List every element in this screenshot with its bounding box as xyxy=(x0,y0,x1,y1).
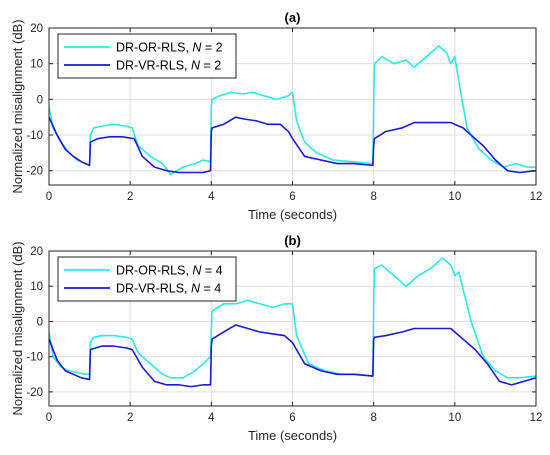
y-axis-label: Normalized misalignment (dB) xyxy=(10,19,25,193)
x-tick-label: 8 xyxy=(370,191,376,203)
legend-entry-prefix: DR-OR-RLS, xyxy=(116,41,192,55)
x-tick-label: 10 xyxy=(448,412,461,424)
legend-entry-suffix: = 4 xyxy=(200,282,221,296)
y-tick-label: 20 xyxy=(30,246,43,258)
x-tick-label: 10 xyxy=(448,191,461,203)
series-line-dr-or-rls xyxy=(49,257,536,379)
y-tick-label: 0 xyxy=(37,316,43,328)
legend-entry-variable: N xyxy=(191,59,201,73)
x-axis-label: Time (seconds) xyxy=(248,428,337,443)
x-tick-label: 6 xyxy=(289,191,295,203)
chart-title: (a) xyxy=(285,10,301,25)
series-line-dr-vr-rls xyxy=(49,324,536,388)
chart-panel-b: 0 2 4 6 8 10 12 -20 -10 0 10 20 (b) Time (seconds) Nor… xyxy=(10,233,542,443)
y-tick-label: 10 xyxy=(30,59,43,71)
legend-entry: DR-VR-RLS, N = 2 xyxy=(116,59,221,73)
x-tick-label: 0 xyxy=(46,191,52,203)
legend-box xyxy=(57,256,237,302)
y-tick-label: 0 xyxy=(37,94,43,106)
legend-entry: DR-OR-RLS, N = 4 xyxy=(116,264,223,278)
chart-panel-a: 0 2 4 6 8 10 12 -20 -10 0 10 20 (a) Time (seconds) Nor… xyxy=(10,10,542,222)
legend-entry-prefix: DR-OR-RLS, xyxy=(116,264,192,278)
x-tick-label: 12 xyxy=(530,191,543,203)
legend-box xyxy=(57,33,237,79)
x-tick-label: 12 xyxy=(530,412,543,424)
legend: DR-OR-RLS, N = 2DR-VR-RLS, N = 2 xyxy=(57,33,237,79)
x-tick-label: 4 xyxy=(208,412,215,424)
legend-entry-variable: N xyxy=(192,41,202,55)
legend-entry-prefix: DR-VR-RLS, xyxy=(116,59,191,73)
legend-entry-suffix: = 2 xyxy=(200,59,221,73)
x-tick-label: 6 xyxy=(289,412,295,424)
y-tick-label: -20 xyxy=(26,387,43,399)
y-tick-label: -10 xyxy=(26,130,43,142)
chart-title: (b) xyxy=(284,233,301,248)
y-tick-label: -20 xyxy=(26,166,43,178)
legend-entry: DR-VR-RLS, N = 4 xyxy=(116,282,221,296)
x-tick-label: 8 xyxy=(370,412,376,424)
x-tick-label: 2 xyxy=(127,412,133,424)
legend-entry-variable: N xyxy=(192,264,202,278)
series-line-dr-vr-rls xyxy=(49,116,536,174)
legend-entry-prefix: DR-VR-RLS, xyxy=(116,282,191,296)
y-tick-label: 20 xyxy=(30,23,43,35)
x-tick-label: 2 xyxy=(127,191,133,203)
legend-entry-variable: N xyxy=(191,282,201,296)
legend: DR-OR-RLS, N = 4DR-VR-RLS, N = 4 xyxy=(57,256,237,302)
legend-entry-suffix: = 2 xyxy=(201,41,222,55)
series-line-dr-or-rls xyxy=(49,45,536,176)
x-tick-label: 4 xyxy=(208,191,215,203)
x-tick-label: 0 xyxy=(46,412,52,424)
y-axis-label: Normalized misalignment (dB) xyxy=(10,241,25,415)
x-axis-label: Time (seconds) xyxy=(248,207,337,222)
y-tick-label: -10 xyxy=(26,352,43,364)
y-tick-label: 10 xyxy=(30,281,43,293)
legend-entry: DR-OR-RLS, N = 2 xyxy=(116,41,223,55)
legend-entry-suffix: = 4 xyxy=(201,264,222,278)
